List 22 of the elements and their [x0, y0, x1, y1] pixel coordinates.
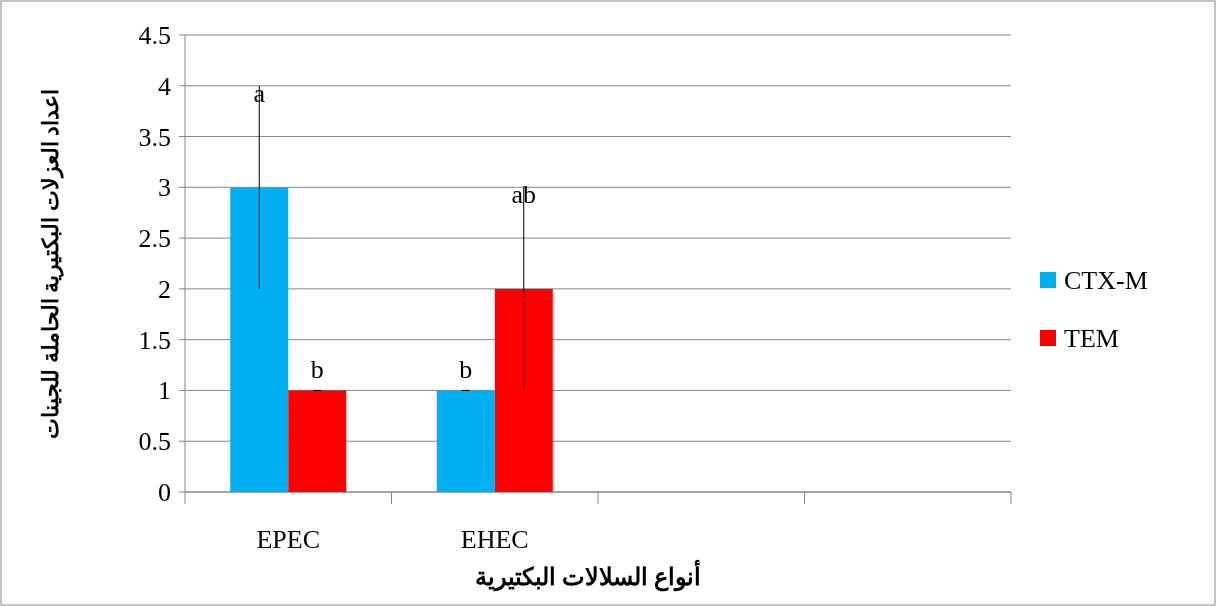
x-axis-title: أنواع السلالات البكتيرية [475, 559, 701, 592]
y-tick-label: 2 [158, 274, 171, 304]
y-axis-title: اعداد العزلات البكتيرية الحاملة للجينات [38, 88, 64, 439]
bar [436, 390, 495, 492]
bar [494, 288, 553, 492]
y-tick-label: 1.5 [138, 325, 171, 355]
y-tick-label: 4.5 [138, 21, 171, 50]
data-label: b [459, 355, 473, 385]
legend-label: TEM [1064, 324, 1119, 353]
bar [288, 390, 347, 492]
legend-label: CTX-M [1064, 266, 1148, 295]
x-tick-label: EPEC [256, 525, 321, 554]
y-tick-label: 3.5 [138, 122, 171, 152]
y-tick-label: 2.5 [138, 224, 171, 254]
y-tick-label: 0 [158, 478, 171, 507]
data-label: b [310, 355, 324, 385]
bar [230, 187, 289, 492]
x-tick-label: EHEC [460, 525, 529, 554]
y-tick-label: 4 [158, 71, 171, 101]
y-tick-label: 0.5 [138, 427, 171, 457]
y-tick-label: 1 [158, 376, 171, 406]
y-tick-label: 3 [158, 173, 171, 203]
